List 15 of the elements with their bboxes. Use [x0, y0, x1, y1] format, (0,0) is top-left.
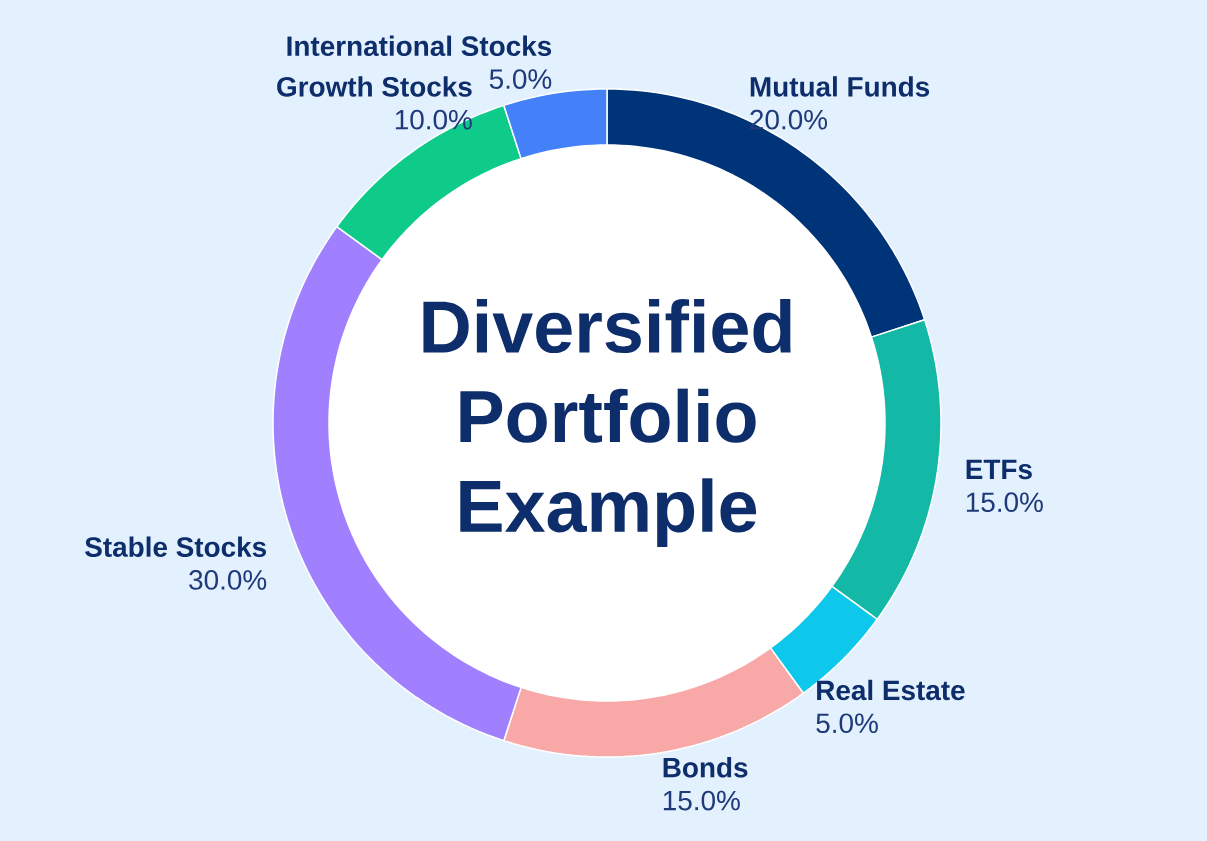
slice-label: Stable Stocks [85, 536, 267, 557]
slice-label: Growth Stocks [277, 76, 472, 97]
slice-label: International Stocks [287, 35, 552, 57]
slice-label: ETFs [966, 459, 1032, 480]
data-label: 15.0% [663, 790, 740, 811]
data-label: 5.0% [816, 713, 878, 734]
data-label: 15.0% [966, 492, 1043, 513]
data-label: 20.0% [750, 109, 828, 130]
slice-label: Bonds [663, 757, 748, 778]
slice-label: Real Estate [817, 679, 965, 701]
text: Diversified Portfolio Example [423, 298, 791, 548]
data-label: 30.0% [189, 570, 267, 590]
data-label: 5.0% [489, 69, 552, 89]
slice-label: Mutual Funds [750, 76, 930, 97]
data-label: 10.0% [395, 109, 472, 130]
